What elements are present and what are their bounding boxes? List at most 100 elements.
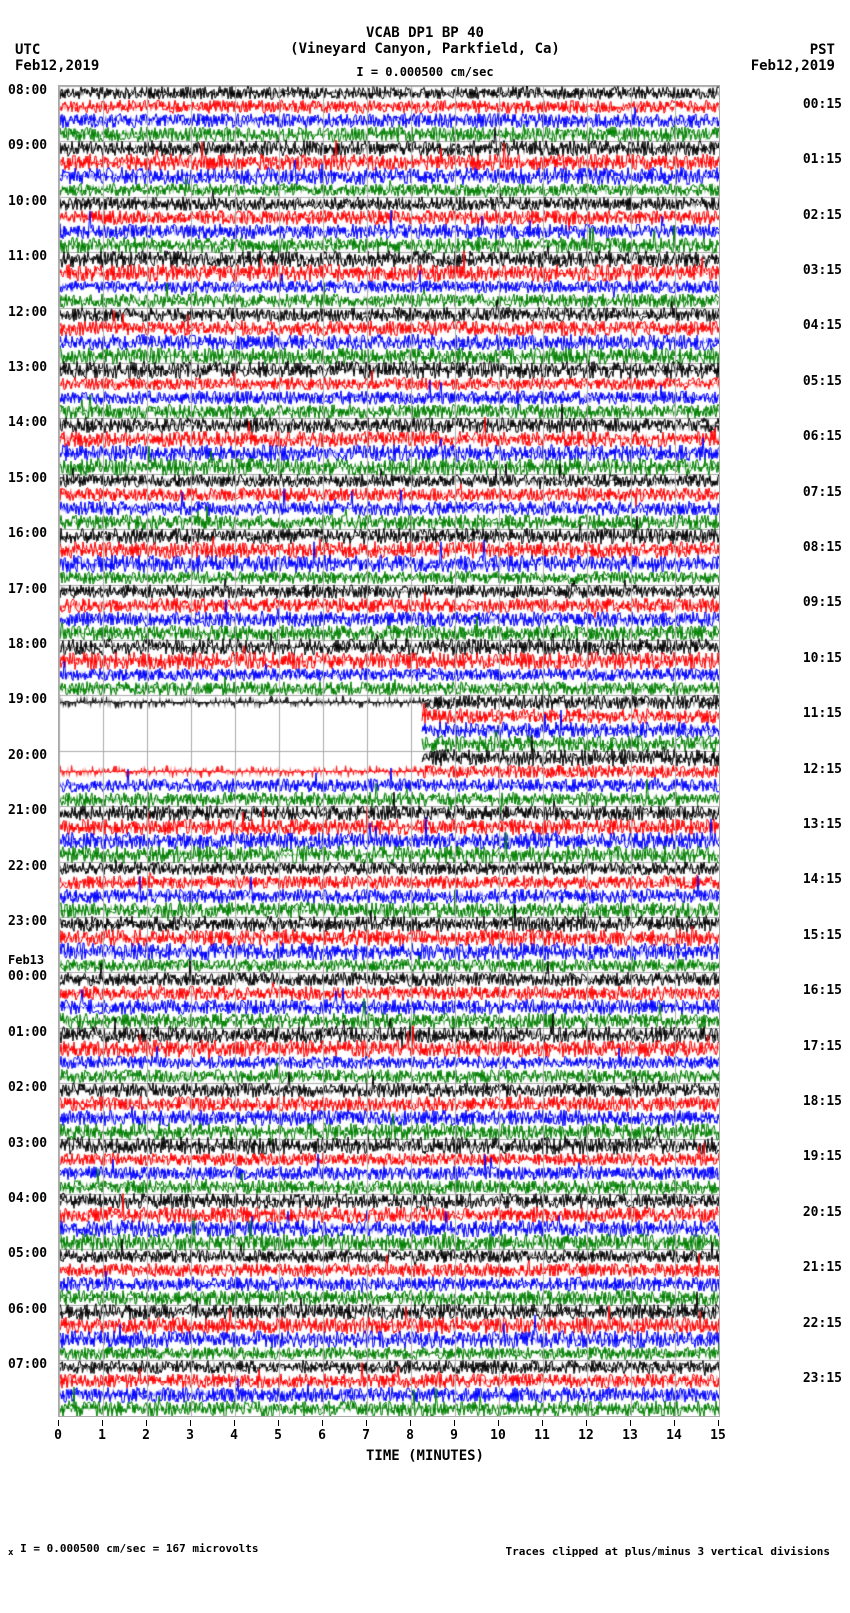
pst-time-label: 01:15: [803, 152, 842, 167]
pst-time-label: 21:15: [803, 1260, 842, 1275]
x-tick: [542, 1420, 543, 1426]
x-tick: [234, 1420, 235, 1426]
utc-time-label: 23:00: [8, 914, 47, 929]
pst-time-label: 20:15: [803, 1205, 842, 1220]
x-tick: [454, 1420, 455, 1426]
x-tick: [322, 1420, 323, 1426]
pst-time-label: 10:15: [803, 651, 842, 666]
pst-time-label: 06:15: [803, 429, 842, 444]
x-tick-label: 1: [98, 1428, 106, 1443]
timezone-right: PST: [810, 42, 835, 58]
pst-time-label: 15:15: [803, 928, 842, 943]
x-tick-label: 10: [490, 1428, 506, 1443]
pst-time-label: 22:15: [803, 1316, 842, 1331]
day-rollover-marker: Feb13: [8, 953, 44, 967]
seismogram-root: VCAB DP1 BP 40 (Vineyard Canyon, Parkfie…: [0, 0, 850, 1613]
utc-time-label: 10:00: [8, 194, 47, 209]
date-right: Feb12,2019: [751, 58, 835, 74]
utc-time-label: 12:00: [8, 305, 47, 320]
utc-time-label: 19:00: [8, 692, 47, 707]
station-location: (Vineyard Canyon, Parkfield, Ca): [0, 41, 850, 57]
timezone-left: UTC: [15, 42, 40, 58]
x-axis-title: TIME (MINUTES): [0, 1448, 850, 1464]
x-tick-label: 15: [710, 1428, 726, 1443]
pst-time-label: 18:15: [803, 1094, 842, 1109]
utc-time-label: 20:00: [8, 748, 47, 763]
utc-time-label: 07:00: [8, 1357, 47, 1372]
x-tick-label: 2: [142, 1428, 150, 1443]
x-tick: [102, 1420, 103, 1426]
x-tick-label: 0: [54, 1428, 62, 1443]
x-tick-label: 12: [578, 1428, 594, 1443]
x-tick: [58, 1420, 59, 1426]
utc-time-label: 02:00: [8, 1080, 47, 1095]
date-left: Feb12,2019: [15, 58, 99, 74]
x-tick: [718, 1420, 719, 1426]
utc-time-label: 03:00: [8, 1136, 47, 1151]
x-tick: [674, 1420, 675, 1426]
x-tick-label: 4: [230, 1428, 238, 1443]
x-tick-label: 11: [534, 1428, 550, 1443]
utc-time-label: 14:00: [8, 415, 47, 430]
pst-time-label: 23:15: [803, 1371, 842, 1386]
pst-time-label: 11:15: [803, 706, 842, 721]
utc-time-labels: 08:00 09:00 10:00 11:00 12:00 13:00 14:00 15:00…: [8, 85, 56, 1415]
pst-time-label: 14:15: [803, 872, 842, 887]
x-tick: [278, 1420, 279, 1426]
footer-scale: x I = 0.000500 cm/sec = 167 microvolts: [8, 1542, 259, 1558]
pst-time-label: 12:15: [803, 762, 842, 777]
utc-time-label: 22:00: [8, 859, 47, 874]
pst-time-label: 19:15: [803, 1149, 842, 1164]
x-tick: [146, 1420, 147, 1426]
utc-time-label: 09:00: [8, 138, 47, 153]
pst-time-label: 03:15: [803, 263, 842, 278]
x-tick-label: 3: [186, 1428, 194, 1443]
pst-time-label: 00:15: [803, 97, 842, 112]
utc-time-label: 05:00: [8, 1246, 47, 1261]
x-tick-label: 5: [274, 1428, 282, 1443]
scale-bar-icon: I: [356, 65, 363, 79]
utc-time-label: 01:00: [8, 1025, 47, 1040]
x-tick: [190, 1420, 191, 1426]
utc-time-label: 16:00: [8, 526, 47, 541]
pst-time-label: 17:15: [803, 1039, 842, 1054]
pst-time-label: 07:15: [803, 485, 842, 500]
x-tick: [366, 1420, 367, 1426]
x-axis: 0123456789101112131415: [58, 1420, 718, 1450]
x-tick-label: 13: [622, 1428, 638, 1443]
scale-info: I = 0.000500 cm/sec: [0, 65, 850, 79]
x-tick: [586, 1420, 587, 1426]
x-tick-label: 6: [318, 1428, 326, 1443]
x-tick-label: 9: [450, 1428, 458, 1443]
pst-time-label: 02:15: [803, 208, 842, 223]
scale-text: = 0.000500 cm/sec: [371, 65, 494, 79]
pst-time-labels: 00:15 01:15 02:15 03:15 04:15 05:15 06:15 07:15…: [794, 85, 842, 1415]
pst-time-label: 09:15: [803, 595, 842, 610]
footer-clip-note: Traces clipped at plus/minus 3 vertical …: [505, 1545, 830, 1558]
utc-time-label: 15:00: [8, 471, 47, 486]
x-tick: [498, 1420, 499, 1426]
seismogram-canvas: [59, 86, 719, 1416]
x-tick: [410, 1420, 411, 1426]
utc-time-label: 21:00: [8, 803, 47, 818]
pst-time-label: 13:15: [803, 817, 842, 832]
x-tick-label: 7: [362, 1428, 370, 1443]
utc-time-label: 13:00: [8, 360, 47, 375]
utc-time-label: 00:00: [8, 969, 47, 984]
pst-time-label: 05:15: [803, 374, 842, 389]
pst-time-label: 08:15: [803, 540, 842, 555]
station-title: VCAB DP1 BP 40: [0, 25, 850, 41]
header: VCAB DP1 BP 40 (Vineyard Canyon, Parkfie…: [0, 25, 850, 57]
utc-time-label: 18:00: [8, 637, 47, 652]
utc-time-label: 17:00: [8, 582, 47, 597]
x-tick: [630, 1420, 631, 1426]
utc-time-label: 11:00: [8, 249, 47, 264]
x-tick-label: 8: [406, 1428, 414, 1443]
utc-time-label: 08:00: [8, 83, 47, 98]
utc-time-label: 04:00: [8, 1191, 47, 1206]
pst-time-label: 04:15: [803, 318, 842, 333]
x-tick-label: 14: [666, 1428, 682, 1443]
plot-area: [58, 85, 720, 1417]
utc-time-label: 06:00: [8, 1302, 47, 1317]
pst-time-label: 16:15: [803, 983, 842, 998]
